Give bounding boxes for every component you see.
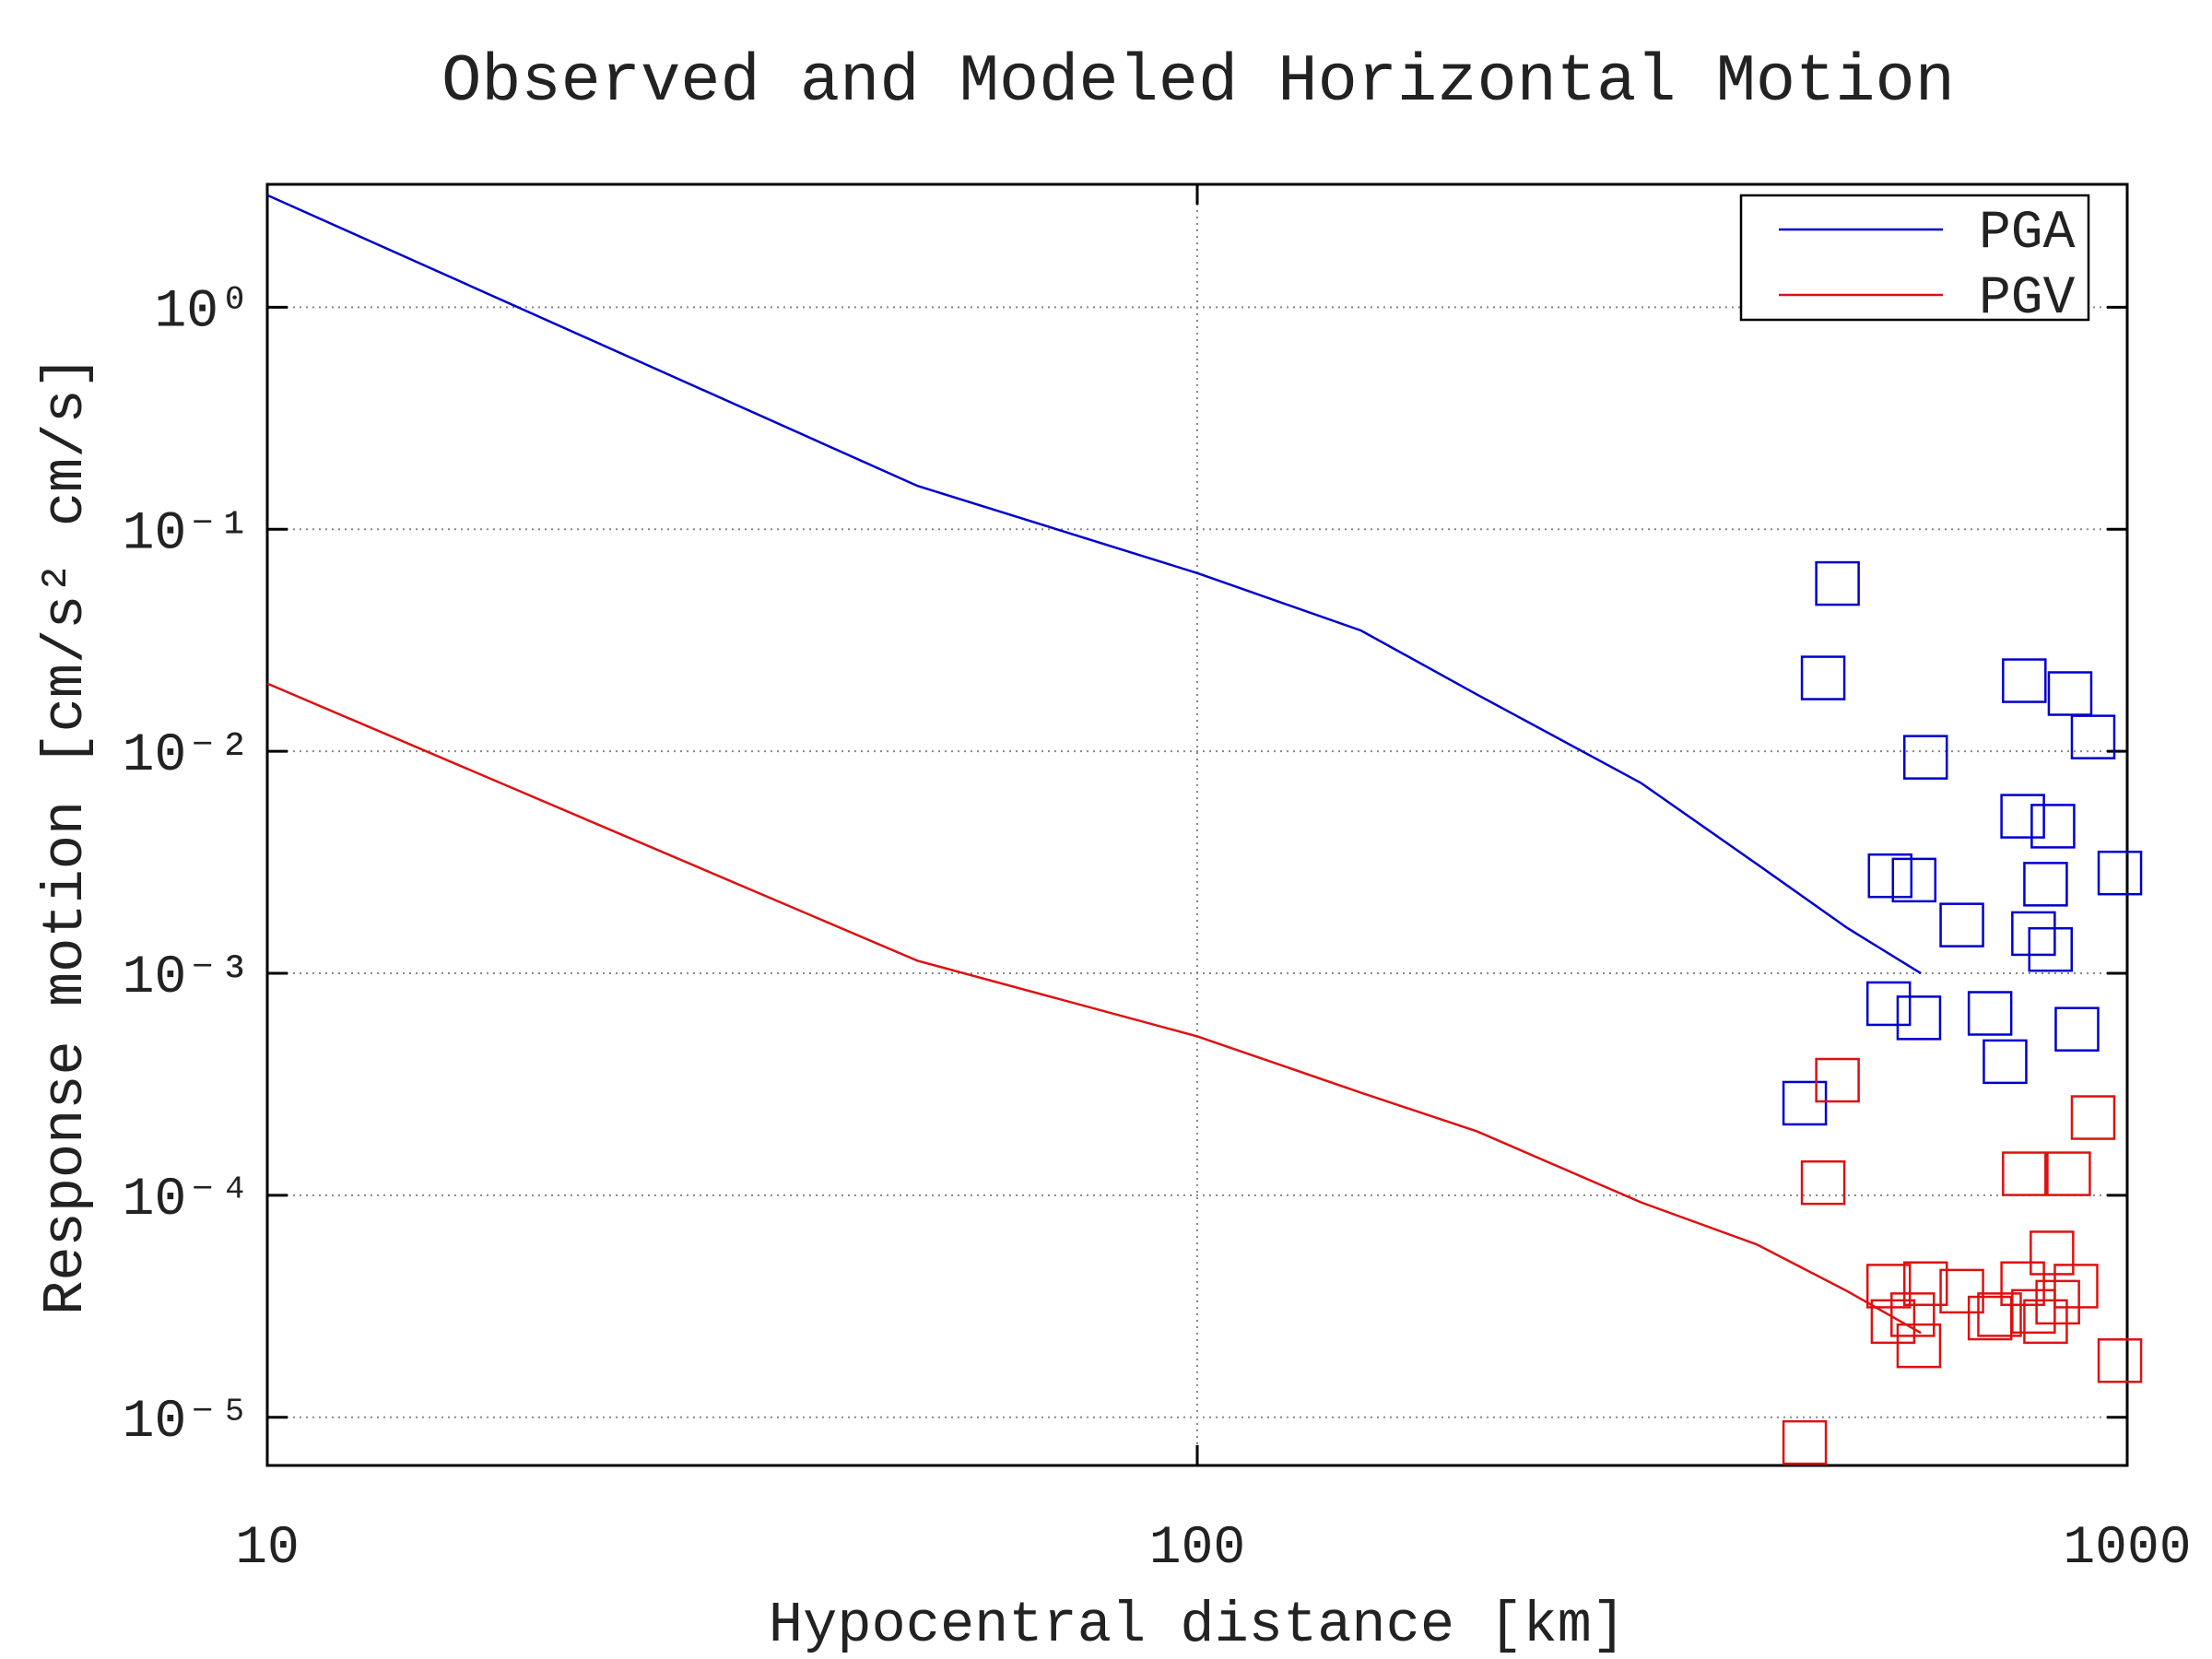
- observed-point: [1815, 560, 1860, 606]
- x-tick-label: 10: [235, 1519, 300, 1579]
- observed-point: [2002, 1151, 2047, 1196]
- observed-point: [2023, 862, 2068, 907]
- observed-point: [2070, 1095, 2116, 1140]
- observed-point: [2047, 671, 2093, 716]
- observed-point: [1782, 1419, 1828, 1465]
- observed-point: [2028, 926, 2074, 972]
- observed-point: [1977, 1292, 2022, 1337]
- observed-point: [1896, 995, 1942, 1041]
- observed-point: [2035, 1279, 2080, 1325]
- y-tick-label: 10⁻¹: [123, 504, 251, 564]
- series-line: [266, 194, 1922, 975]
- observed-point: [1890, 1292, 1936, 1337]
- legend-label: PGV: [1979, 269, 2076, 329]
- observed-point: [1896, 1323, 1942, 1369]
- observed-point: [1891, 857, 1937, 903]
- legend-box: [1739, 194, 2090, 322]
- observed-point: [2030, 1230, 2075, 1276]
- observed-point: [1967, 1295, 2013, 1341]
- observed-point: [2097, 850, 2143, 896]
- observed-point: [1867, 853, 1913, 899]
- observed-point: [2002, 658, 2047, 703]
- observed-point: [1800, 1159, 1846, 1206]
- observed-point: [2023, 1299, 2068, 1345]
- series-line: [266, 682, 1922, 1335]
- observed-point: [1870, 1299, 1916, 1345]
- x-axis-label: Hypocentral distance [km]: [769, 1593, 1626, 1658]
- legend-label: PGA: [1979, 204, 2076, 264]
- observed-point: [2070, 714, 2116, 759]
- observed-point: [2046, 1151, 2091, 1196]
- observed-point: [1939, 902, 1984, 947]
- observed-point: [1902, 1261, 1948, 1307]
- observed-point: [2030, 804, 2076, 849]
- y-axis-label: Response motion [cm/s² cm/s]: [33, 355, 99, 1315]
- chart-title: Observed and Modeled Horizontal Motion: [441, 44, 1955, 120]
- x-tick-label: 100: [1149, 1519, 1245, 1579]
- observed-point: [1983, 1039, 2028, 1085]
- observed-point: [1902, 735, 1948, 780]
- observed-point: [1939, 1268, 1984, 1314]
- observed-point: [2000, 794, 2045, 839]
- observed-point: [1800, 655, 1846, 700]
- observed-point: [2000, 1261, 2045, 1307]
- plot-frame: [265, 182, 2129, 1467]
- observed-point: [2011, 1288, 2056, 1335]
- observed-point: [1865, 1264, 1912, 1309]
- y-tick-label: 10⁻⁵: [123, 1393, 251, 1453]
- observed-point: [1967, 991, 2013, 1036]
- observed-point: [1865, 981, 1912, 1027]
- y-tick-label: 10⁻³: [123, 948, 251, 1008]
- observed-point: [2011, 911, 2056, 957]
- y-tick-label: 10⁻⁴: [123, 1171, 251, 1230]
- y-tick-label: 10⁰: [154, 282, 251, 342]
- y-tick-label: 10⁻²: [123, 726, 251, 786]
- observed-point: [2054, 1006, 2100, 1052]
- x-tick-label: 1000: [2063, 1519, 2191, 1579]
- observed-point: [2053, 1264, 2099, 1309]
- observed-point: [1815, 1057, 1860, 1103]
- observed-point: [2097, 1338, 2143, 1383]
- observed-point: [1782, 1080, 1828, 1126]
